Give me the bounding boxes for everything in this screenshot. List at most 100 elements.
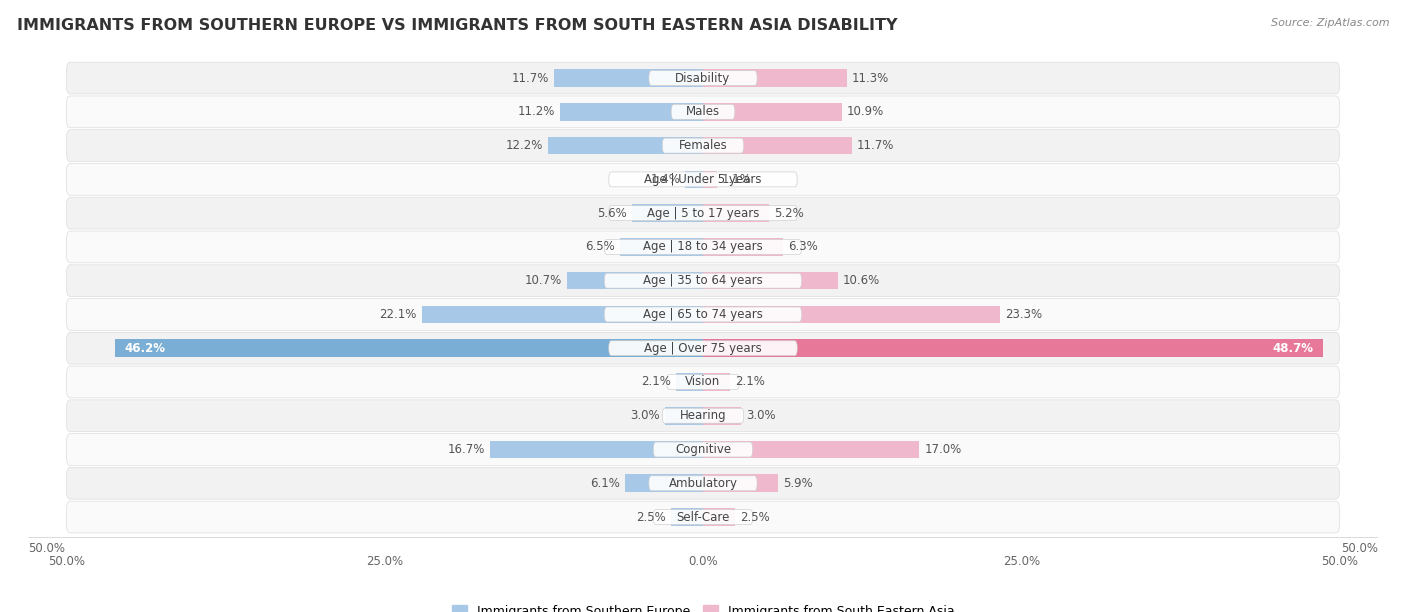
Bar [671, 508, 703, 526]
Bar [626, 474, 703, 492]
FancyBboxPatch shape [66, 62, 1340, 94]
Text: 11.3%: 11.3% [852, 72, 889, 84]
Text: 2.5%: 2.5% [637, 510, 666, 523]
Text: Ambulatory: Ambulatory [668, 477, 738, 490]
Bar [703, 373, 730, 390]
Text: 10.9%: 10.9% [846, 105, 884, 118]
Text: Males: Males [686, 105, 720, 118]
Text: 2.1%: 2.1% [735, 376, 765, 389]
Text: 11.2%: 11.2% [517, 105, 555, 118]
Text: 46.2%: 46.2% [125, 341, 166, 355]
Bar [703, 238, 783, 256]
Bar [703, 407, 741, 425]
Text: 2.1%: 2.1% [641, 376, 671, 389]
Text: 16.7%: 16.7% [449, 443, 485, 456]
Text: Age | 65 to 74 years: Age | 65 to 74 years [643, 308, 763, 321]
Text: Disability: Disability [675, 72, 731, 84]
Text: 50.0%: 50.0% [28, 542, 65, 555]
Text: 6.3%: 6.3% [789, 241, 818, 253]
Text: 3.0%: 3.0% [747, 409, 776, 422]
Text: 11.7%: 11.7% [858, 139, 894, 152]
Bar [703, 441, 920, 458]
Bar [554, 69, 703, 87]
Bar [703, 340, 1323, 357]
Text: 2.5%: 2.5% [740, 510, 769, 523]
FancyBboxPatch shape [605, 273, 801, 288]
Bar [703, 305, 1000, 323]
FancyBboxPatch shape [66, 501, 1340, 533]
FancyBboxPatch shape [650, 476, 756, 491]
Text: Vision: Vision [685, 376, 721, 389]
FancyBboxPatch shape [609, 341, 797, 356]
FancyBboxPatch shape [605, 307, 801, 322]
Text: 5.6%: 5.6% [598, 207, 627, 220]
Bar [703, 137, 852, 154]
Text: Source: ZipAtlas.com: Source: ZipAtlas.com [1271, 18, 1389, 28]
FancyBboxPatch shape [66, 400, 1340, 431]
FancyBboxPatch shape [662, 408, 744, 424]
FancyBboxPatch shape [66, 96, 1340, 128]
FancyBboxPatch shape [66, 332, 1340, 364]
FancyBboxPatch shape [66, 163, 1340, 195]
FancyBboxPatch shape [654, 442, 752, 457]
Bar [703, 508, 735, 526]
Text: 6.5%: 6.5% [585, 241, 616, 253]
Text: 3.0%: 3.0% [630, 409, 659, 422]
FancyBboxPatch shape [605, 239, 801, 255]
Text: Age | Over 75 years: Age | Over 75 years [644, 341, 762, 355]
FancyBboxPatch shape [666, 375, 740, 389]
Text: 10.6%: 10.6% [844, 274, 880, 287]
Text: 17.0%: 17.0% [925, 443, 962, 456]
Bar [703, 171, 717, 188]
Text: Age | 18 to 34 years: Age | 18 to 34 years [643, 241, 763, 253]
Bar [703, 204, 769, 222]
Text: Age | Under 5 years: Age | Under 5 years [644, 173, 762, 186]
Text: 22.1%: 22.1% [380, 308, 416, 321]
Legend: Immigrants from Southern Europe, Immigrants from South Eastern Asia: Immigrants from Southern Europe, Immigra… [447, 600, 959, 612]
Bar [422, 305, 703, 323]
Bar [620, 238, 703, 256]
Bar [631, 204, 703, 222]
FancyBboxPatch shape [66, 265, 1340, 297]
Text: Females: Females [679, 139, 727, 152]
FancyBboxPatch shape [66, 299, 1340, 330]
FancyBboxPatch shape [66, 434, 1340, 465]
Text: Hearing: Hearing [679, 409, 727, 422]
Text: 10.7%: 10.7% [524, 274, 561, 287]
FancyBboxPatch shape [609, 206, 797, 220]
Text: 11.7%: 11.7% [512, 72, 548, 84]
Bar [703, 69, 846, 87]
Bar [676, 373, 703, 390]
Text: IMMIGRANTS FROM SOUTHERN EUROPE VS IMMIGRANTS FROM SOUTH EASTERN ASIA DISABILITY: IMMIGRANTS FROM SOUTHERN EUROPE VS IMMIG… [17, 18, 897, 34]
FancyBboxPatch shape [671, 105, 735, 119]
Bar [703, 474, 778, 492]
FancyBboxPatch shape [66, 468, 1340, 499]
Bar [665, 407, 703, 425]
Text: 5.2%: 5.2% [775, 207, 804, 220]
FancyBboxPatch shape [609, 172, 797, 187]
Text: Cognitive: Cognitive [675, 443, 731, 456]
Text: Age | 5 to 17 years: Age | 5 to 17 years [647, 207, 759, 220]
Text: 48.7%: 48.7% [1272, 341, 1313, 355]
Bar [703, 272, 838, 289]
FancyBboxPatch shape [66, 130, 1340, 162]
FancyBboxPatch shape [654, 510, 752, 524]
Text: 23.3%: 23.3% [1005, 308, 1042, 321]
FancyBboxPatch shape [650, 70, 756, 86]
Text: 12.2%: 12.2% [505, 139, 543, 152]
Text: Age | 35 to 64 years: Age | 35 to 64 years [643, 274, 763, 287]
FancyBboxPatch shape [662, 138, 744, 153]
Bar [491, 441, 703, 458]
Bar [548, 137, 703, 154]
Text: 1.4%: 1.4% [650, 173, 681, 186]
Text: Self-Care: Self-Care [676, 510, 730, 523]
Bar [685, 171, 703, 188]
FancyBboxPatch shape [66, 366, 1340, 398]
Bar [703, 103, 842, 121]
Bar [115, 340, 703, 357]
FancyBboxPatch shape [66, 197, 1340, 229]
Bar [561, 103, 703, 121]
Text: 6.1%: 6.1% [591, 477, 620, 490]
FancyBboxPatch shape [66, 231, 1340, 263]
Text: 1.1%: 1.1% [723, 173, 752, 186]
